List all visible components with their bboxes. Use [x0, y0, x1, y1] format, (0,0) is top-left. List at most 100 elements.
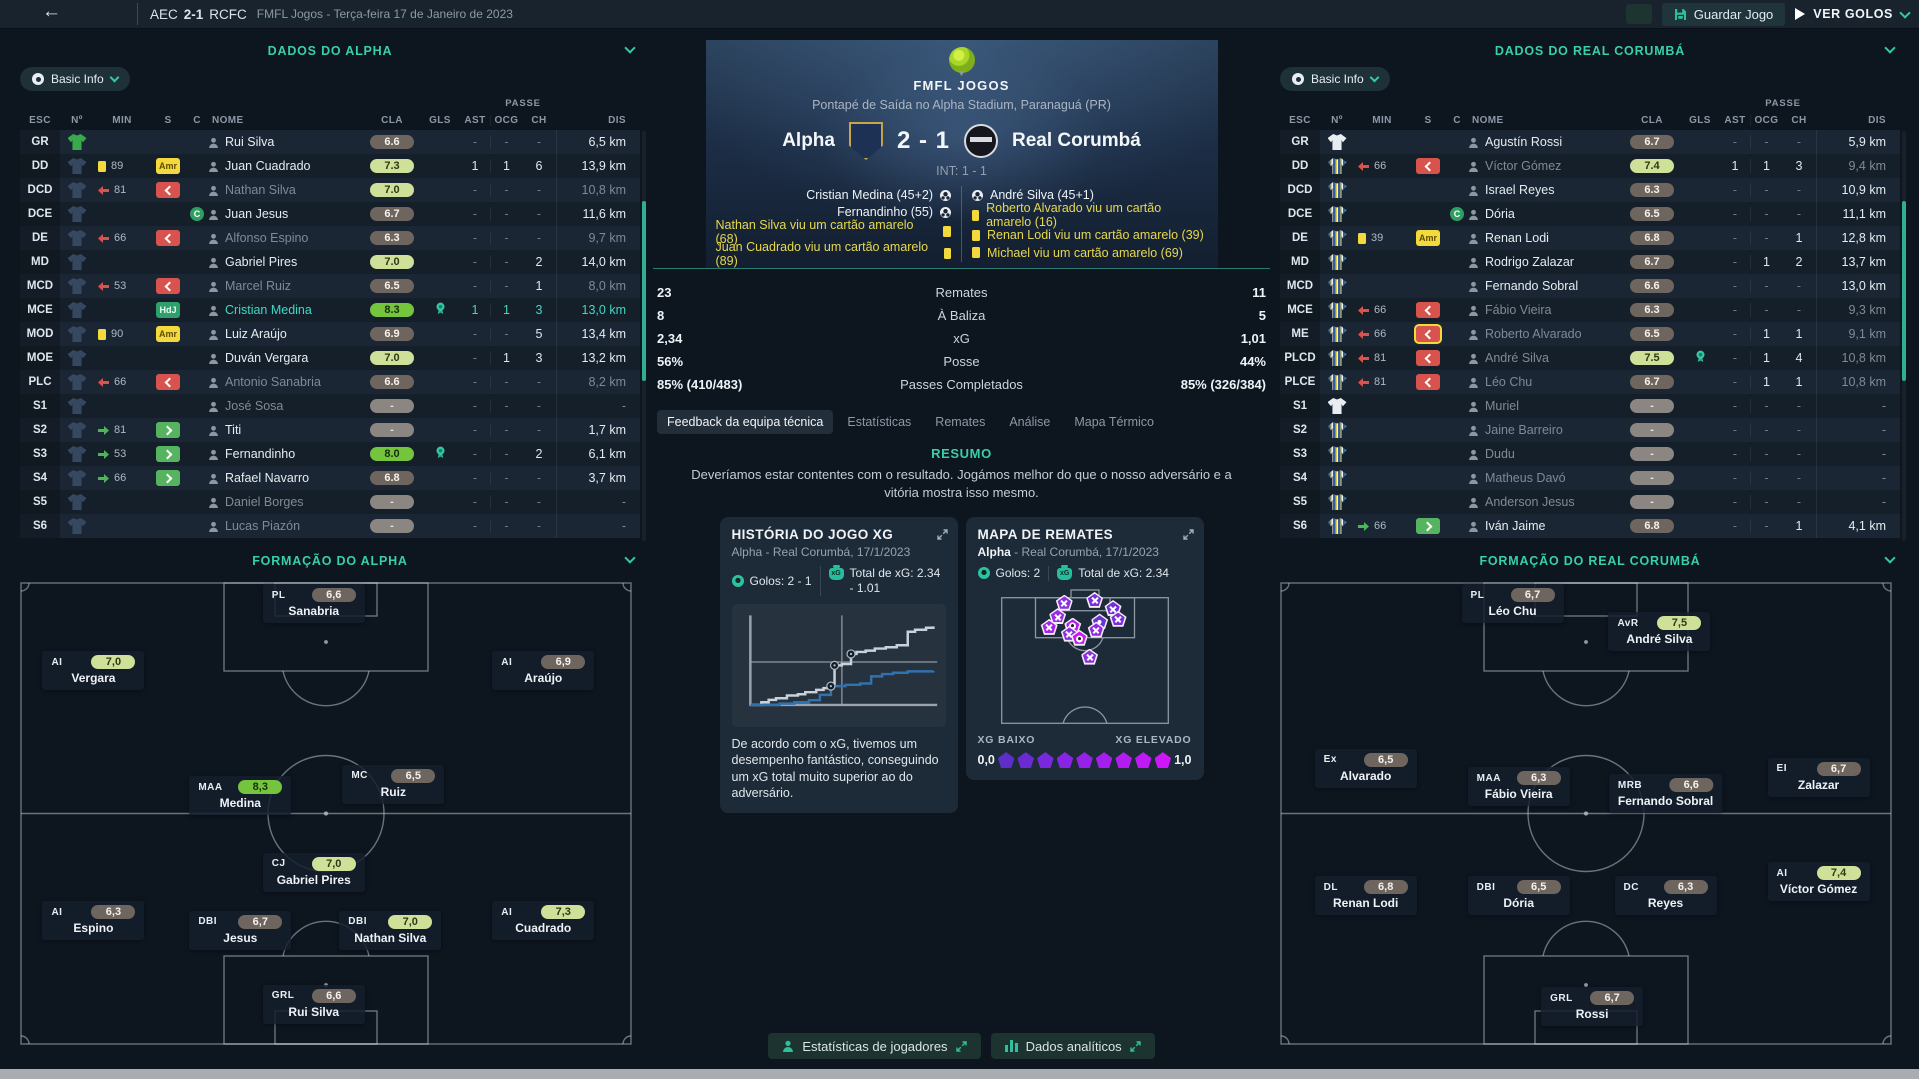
player-row[interactable]: S1 José Sosa - - - - -	[20, 394, 640, 418]
player-name-cell[interactable]: Nathan Silva	[208, 183, 364, 197]
view-goals-button[interactable]: VER GOLOS	[1795, 6, 1911, 21]
player-name-cell[interactable]: Antonio Sanabria	[208, 375, 364, 389]
topbar-square-button[interactable]	[1625, 4, 1652, 24]
player-chip[interactable]: AI 7,3 Cuadrado	[492, 901, 595, 941]
player-chip[interactable]: DBI 6,7 Jesus	[189, 910, 292, 950]
player-name-cell[interactable]: Fábio Vieira	[1468, 303, 1624, 317]
event-text[interactable]: Cristian Medina (45+2)	[806, 188, 933, 202]
player-chip[interactable]: DL 6,8 Renan Lodi	[1314, 876, 1417, 915]
player-row[interactable]: DCD 81 Nathan Silva 7.0- - -10,8 km	[20, 178, 640, 202]
player-name-cell[interactable]: Titi	[208, 423, 364, 437]
home-team-name[interactable]: Alpha	[782, 130, 835, 151]
tab-3[interactable]: Análise	[1009, 415, 1051, 429]
shot-marker[interactable]	[1070, 629, 1088, 646]
tab-1[interactable]: Estatísticas	[847, 415, 912, 429]
match-event[interactable]: Nathan Silva viu um cartão amarelo (68)	[716, 218, 951, 246]
player-row[interactable]: S4 Matheus Davó - - - - -	[1280, 466, 1900, 490]
player-row[interactable]: ME 66 Roberto Alvarado 6.5-1 1 9,1 km	[1280, 322, 1900, 346]
player-name-cell[interactable]: Muriel	[1468, 399, 1624, 413]
player-row[interactable]: S6 Lucas Piazón - - - - -	[20, 514, 640, 538]
tab-0[interactable]: Feedback da equipa técnica	[657, 410, 834, 434]
player-row[interactable]: MCE 66 Fábio Vieira 6.3- - -9,3 km	[1280, 298, 1900, 322]
player-name-cell[interactable]: André Silva	[1468, 351, 1624, 365]
player-row[interactable]: MCD 53 Marcel Ruiz 6.5- -1 8,0 km	[20, 274, 640, 298]
player-row[interactable]: DCD Israel Reyes 6.3- - -10,9 km	[1280, 178, 1900, 202]
player-name-cell[interactable]: Dudu	[1468, 447, 1624, 461]
tab-2[interactable]: Remates	[935, 415, 986, 429]
player-name-cell[interactable]: Víctor Gómez	[1468, 159, 1624, 173]
analytics-button[interactable]: Dados analíticos	[990, 1033, 1155, 1059]
player-name-cell[interactable]: Daniel Borges	[208, 495, 364, 509]
player-row[interactable]: DD 89 Amr Juan Cuadrado 7.3 1 1 6 13,9 km	[20, 154, 640, 178]
player-name-cell[interactable]: Rodrigo Zalazar	[1468, 255, 1624, 269]
player-stats-button[interactable]: Estatísticas de jogadores	[768, 1033, 981, 1059]
event-text[interactable]: Fernandinho (55)	[837, 205, 933, 219]
player-row[interactable]: PLCD 81 André Silva 7.5 -1 4 10,8 km	[1280, 346, 1900, 370]
table-scrollbar[interactable]	[1902, 131, 1906, 541]
event-text[interactable]: Michael viu um cartão amarelo (69)	[987, 245, 1183, 260]
player-row[interactable]: PLC 66 Antonio Sanabria 6.6- - -8,2 km	[20, 370, 640, 394]
player-row[interactable]: S5 Anderson Jesus - - - - -	[1280, 490, 1900, 514]
player-chip[interactable]: PL 6,6 Sanabria	[262, 584, 365, 624]
home-view-filter[interactable]: Basic Info	[20, 67, 130, 91]
player-chip[interactable]: DBI 6,5 Dória	[1467, 876, 1570, 915]
match-event[interactable]: Juan Cuadrado viu um cartão amarelo (89)	[716, 240, 951, 268]
player-name-cell[interactable]: Anderson Jesus	[1468, 495, 1624, 509]
match-event[interactable]: Michael viu um cartão amarelo (69)	[972, 245, 1183, 260]
player-chip[interactable]: AI 6,3 Espino	[42, 901, 145, 941]
player-name-cell[interactable]: Agustín Rossi	[1468, 135, 1624, 149]
player-name-cell[interactable]: Duván Vergara	[208, 351, 364, 365]
shot-marker[interactable]	[1049, 608, 1067, 625]
shot-marker[interactable]	[1081, 648, 1099, 665]
player-chip[interactable]: DBI 7,0 Nathan Silva	[339, 910, 442, 950]
player-name-cell[interactable]: Léo Chu	[1468, 375, 1624, 389]
player-name-cell[interactable]: Fernandinho	[208, 447, 364, 461]
event-text[interactable]: André Silva (45+1)	[990, 188, 1094, 203]
player-chip[interactable]: AI 7,4 Víctor Gómez	[1767, 862, 1870, 902]
player-row[interactable]: DD 66 Víctor Gómez 7.4 1 1 3 9,4 km	[1280, 154, 1900, 178]
table-scrollbar[interactable]	[642, 131, 646, 541]
player-row[interactable]: S5 Daniel Borges - - - - -	[20, 490, 640, 514]
home-formation-header[interactable]: FORMAÇÃO DO ALPHA	[20, 552, 640, 570]
popout-icon[interactable]	[1182, 527, 1194, 545]
player-row[interactable]: S2 Jaine Barreiro - - - - -	[1280, 418, 1900, 442]
player-name-cell[interactable]: Rafael Navarro	[208, 471, 364, 485]
away-view-filter[interactable]: Basic Info	[1280, 67, 1390, 91]
player-chip[interactable]: MC 6,5 Ruiz	[342, 764, 445, 804]
player-chip[interactable]: MAA 6,3 Fábio Vieira	[1467, 767, 1570, 807]
player-name-cell[interactable]: Luiz Araújo	[208, 327, 364, 341]
popout-icon[interactable]	[936, 527, 948, 545]
event-text[interactable]: Roberto Alvarado viu um cartão amarelo (…	[986, 201, 1162, 230]
player-name-cell[interactable]: Renan Lodi	[1468, 231, 1624, 245]
event-text[interactable]: Renan Lodi viu um cartão amarelo (39)	[987, 228, 1204, 242]
player-row[interactable]: DE 66 Alfonso Espino 6.3- - -9,7 km	[20, 226, 640, 250]
player-row[interactable]: S3 53 Fernandinho 8.0- -2 6,1 km	[20, 442, 640, 466]
player-chip[interactable]: MRB 6,6 Fernando Sobral	[1608, 774, 1723, 814]
match-event[interactable]: Cristian Medina (45+2)	[806, 188, 951, 202]
player-name-cell[interactable]: Jaine Barreiro	[1468, 423, 1624, 437]
player-row[interactable]: DE 39 Amr Renan Lodi 6.8- -1 12,8 km	[1280, 226, 1900, 250]
away-formation-header[interactable]: FORMAÇÃO DO REAL CORUMBÁ	[1280, 552, 1900, 570]
save-game-button[interactable]: Guardar Jogo	[1661, 2, 1786, 26]
player-chip[interactable]: AI 6,9 Araújo	[492, 651, 595, 691]
shot-marker[interactable]	[1086, 591, 1104, 608]
match-event[interactable]: Roberto Alvarado viu um cartão amarelo (…	[972, 201, 1208, 229]
player-row[interactable]: S2 81 Titi - - - -1,7 km	[20, 418, 640, 442]
player-name-cell[interactable]: Fernando Sobral	[1468, 279, 1624, 293]
player-chip[interactable]: GRL 6,6 Rui Silva	[262, 984, 365, 1024]
player-name-cell[interactable]: Juan Jesus	[208, 207, 364, 221]
match-event[interactable]: Fernandinho (55)	[837, 205, 951, 219]
player-name-cell[interactable]: Dória	[1468, 207, 1624, 221]
shot-marker[interactable]	[1055, 594, 1073, 611]
shot-marker[interactable]	[1040, 618, 1058, 635]
player-name-cell[interactable]: Marcel Ruiz	[208, 279, 364, 293]
player-row[interactable]: MOE Duván Vergara 7.0 -1 3 13,2 km	[20, 346, 640, 370]
player-row[interactable]: GR Agustín Rossi 6.7- - -5,9 km	[1280, 130, 1900, 154]
player-chip[interactable]: CJ 7,0 Gabriel Pires	[262, 852, 365, 892]
player-chip[interactable]: AvR 7,5 André Silva	[1608, 612, 1711, 652]
player-name-cell[interactable]: Lucas Piazón	[208, 519, 364, 533]
away-team-name[interactable]: Real Corumbá	[1012, 130, 1141, 151]
player-row[interactable]: MCD Fernando Sobral 6.6- - -13,0 km	[1280, 274, 1900, 298]
player-name-cell[interactable]: Matheus Davó	[1468, 471, 1624, 485]
player-row[interactable]: MD Rodrigo Zalazar 6.7 -1 2 13,7 km	[1280, 250, 1900, 274]
